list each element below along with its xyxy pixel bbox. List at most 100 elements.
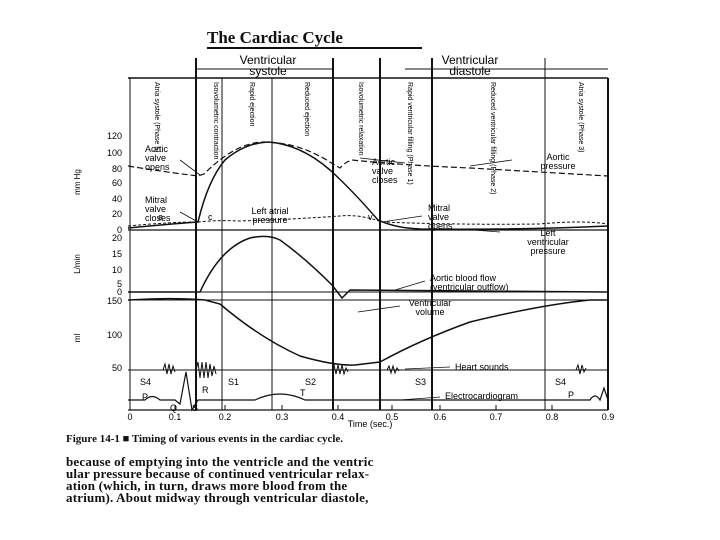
flow-tick-0: 0	[117, 287, 122, 297]
title-underline	[207, 47, 422, 49]
ecg-r-wave: R	[202, 385, 209, 395]
left-ventricular-pressure-1: ventricular	[527, 237, 569, 247]
header-systole-2: systole	[249, 64, 287, 78]
time-tick-2: 0.2	[219, 412, 232, 422]
pressure-tick-0: 0	[117, 225, 122, 235]
phase-label-4: Isovolumetric relaxation	[357, 82, 364, 156]
figure-number: Figure 14-1	[66, 433, 120, 445]
left-atrial-pressure-0: Left atrial	[251, 206, 288, 216]
annotation-pointers	[179, 157, 513, 401]
electrocardiogram-label: Electrocardiogram	[445, 391, 518, 401]
phase-label-0: Atria systole (Phase 5)	[153, 82, 160, 152]
ecg-p-wave-second: P	[568, 390, 574, 400]
aortic-pressure-curve	[127, 141, 609, 177]
header-diastole-2: diastole	[449, 64, 491, 78]
ecg-s-wave: S	[192, 403, 198, 413]
ventricular-volume-0: Ventricular	[409, 298, 452, 308]
time-tick-7: 0.7	[490, 412, 503, 422]
flow-axis-label: L/min	[73, 254, 82, 274]
flow-tick-20: 20	[112, 233, 122, 243]
pressure-tick-20: 20	[112, 209, 122, 219]
phase-label-7: Atria systole (Phase 3)	[577, 82, 584, 152]
volume-tick-50: 50	[112, 363, 122, 373]
header-diastole: Ventricular	[442, 53, 499, 67]
left-atrial-pressure-1: pressure	[252, 215, 287, 225]
atrial-c-wave: c	[208, 212, 213, 222]
phase-label-3: Reduced ejection	[303, 82, 310, 136]
mitral-valve-opens-2: opens	[428, 221, 453, 231]
pressure-axis-label: mm Hg	[73, 169, 82, 195]
time-tick-6: 0.6	[434, 412, 447, 422]
aortic-blood-flow-curve	[128, 235, 609, 300]
caption-separator: ■	[122, 433, 132, 445]
heart-sound-s2: S2	[305, 377, 316, 387]
mitral-valve-closes-1: valve	[145, 204, 166, 214]
figure-caption: Figure 14-1 ■ Timing of various events i…	[66, 433, 343, 445]
time-axis-ticks: 0 0.1 0.2 0.3 0.4 0.5 0.6 0.7 0.8 0.9	[127, 405, 614, 422]
body-line-4: atrium). About midway through ventricula…	[66, 490, 369, 505]
body-line-2: ular pressure because of continued ventr…	[66, 466, 370, 481]
mitral-valve-closes-2: closes	[145, 213, 171, 223]
mitral-valve-closes-0: Mitral	[145, 195, 167, 205]
heart-sounds-trace	[128, 361, 608, 379]
atrial-a-wave: a	[158, 212, 163, 222]
pressure-tick-120: 120	[107, 131, 122, 141]
left-ventricular-pressure-2: pressure	[530, 246, 565, 256]
heart-sound-s4-second: S4	[555, 377, 566, 387]
time-tick-8: 0.8	[546, 412, 559, 422]
aortic-valve-opens-1: valve	[145, 153, 166, 163]
phase-label-6: Reduced ventricular filling (Phase 2)	[489, 82, 496, 194]
aortic-valve-closes-2: closes	[372, 175, 398, 185]
pressure-tick-60: 60	[112, 178, 122, 188]
time-tick-1: 0.1	[169, 412, 182, 422]
heart-sound-s1: S1	[228, 377, 239, 387]
aortic-pressure-1: pressure	[540, 161, 575, 171]
phase-label-5: Rapid ventricular filling (Phase 1)	[406, 82, 413, 185]
heart-sound-s4: S4	[140, 377, 151, 387]
ecg-q-wave: Q	[170, 403, 177, 413]
volume-tick-100: 100	[107, 330, 122, 340]
flow-tick-10: 10	[112, 265, 122, 275]
aortic-valve-opens-2: opens	[145, 162, 170, 172]
pressure-tick-40: 40	[112, 194, 122, 204]
phase-divider-lines	[129, 58, 609, 410]
electrocardiogram-trace	[128, 371, 609, 412]
time-tick-9: 0.9	[602, 412, 615, 422]
aortic-valve-closes-1: valve	[372, 166, 393, 176]
time-tick-4: 0.4	[332, 412, 345, 422]
aortic-valve-opens-0: Aortic	[145, 144, 169, 154]
phase-labels: Atria systole (Phase 5) Isovolumetric con…	[153, 82, 584, 194]
body-line-3: ation (which, in turn, draws more blood …	[66, 478, 348, 493]
pressure-tick-80: 80	[112, 164, 122, 174]
mitral-valve-opens-1: valve	[428, 212, 449, 222]
aortic-blood-flow-0: Aortic blood flow	[430, 273, 497, 283]
header-systole: Ventricular	[240, 53, 297, 67]
volume-tick-150: 150	[107, 296, 122, 306]
time-tick-0: 0	[127, 412, 132, 422]
body-text: because of emptying into the ventricle a…	[66, 455, 622, 505]
ventricular-volume-1: volume	[415, 307, 444, 317]
mitral-valve-opens-0: Mitral	[428, 203, 450, 213]
figure-title: The Cardiac Cycle	[207, 28, 343, 47]
left-ventricular-pressure-curve	[127, 141, 609, 230]
phase-label-2: Rapid ejection	[248, 82, 255, 126]
atrial-v-wave: v	[368, 212, 373, 222]
ecg-p-wave: P	[142, 392, 148, 402]
left-atrial-pressure-curve	[127, 215, 609, 227]
volume-axis-label: ml	[73, 334, 82, 343]
aortic-valve-closes-0: Aortic	[372, 157, 396, 167]
ecg-t-wave: T	[300, 388, 306, 398]
flow-tick-5: 5	[117, 279, 122, 289]
time-tick-3: 0.3	[276, 412, 289, 422]
flow-tick-15: 15	[112, 249, 122, 259]
aortic-blood-flow-1: (ventricular outflow)	[430, 282, 509, 292]
pressure-tick-100: 100	[107, 148, 122, 158]
heart-sound-s3: S3	[415, 377, 426, 387]
time-tick-5: 0.5	[386, 412, 399, 422]
caption-text: Timing of various events in the cardiac …	[131, 433, 344, 445]
aortic-pressure-0: Aortic	[546, 152, 570, 162]
